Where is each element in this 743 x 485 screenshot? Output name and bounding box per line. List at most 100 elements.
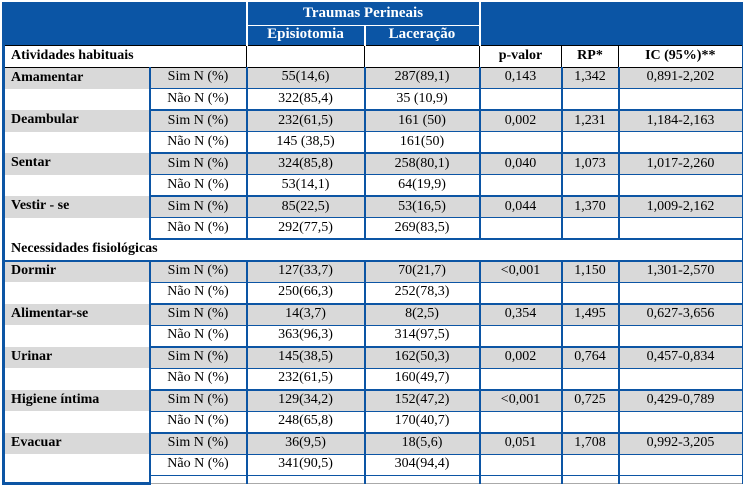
table-row: Higiene íntima Sim N (%) 129(34,2) 152(4… [3, 389, 743, 412]
empty-cell [617, 368, 743, 391]
response-type-cell: Não N (%) [148, 325, 247, 348]
episiotomia-value-cell: 250(66,3) [245, 282, 365, 305]
empty-cell [478, 88, 562, 111]
table-bottom-stub-cell [478, 475, 562, 484]
laceracao-value-cell: 152(47,2) [363, 389, 480, 412]
laceracao-value-cell: 258(80,1) [363, 153, 480, 175]
activity-label-empty-cell [3, 325, 150, 347]
response-type-cell: Sim N (%) [148, 260, 247, 283]
rp-value-cell: 1,342 [560, 67, 619, 89]
episiotomia-column-header: Episiotomia [245, 25, 366, 45]
section-header-necessidades: Necessidades fisiológicas [3, 239, 743, 262]
episiotomia-value-cell: 292(77,5) [245, 217, 365, 240]
episiotomia-value-cell: 14(3,7) [245, 303, 365, 326]
empty-cell [560, 217, 619, 240]
table-bottom-stub-cell [363, 475, 480, 484]
laceracao-value-cell: 287(89,1) [363, 67, 480, 89]
ic-value-cell: 1,301-2,570 [617, 260, 743, 283]
ic-value-cell: 1,184-2,163 [617, 110, 743, 132]
pvalor-value-cell: <0,001 [478, 260, 562, 283]
empty-cell [560, 282, 619, 305]
pvalor-value-cell: 0,002 [478, 346, 562, 369]
episiotomia-value-cell: 36(9,5) [245, 432, 365, 455]
episiotomia-value-cell: 145(38,5) [245, 346, 365, 369]
episiotomia-value-cell: 127(33,7) [245, 260, 365, 283]
table-bottom-stub-cell [617, 475, 743, 484]
empty-cell [617, 325, 743, 348]
empty-cell [478, 217, 562, 240]
laceracao-value-cell: 161 (50) [363, 110, 480, 132]
laceracao-value-cell: 252(78,3) [363, 282, 480, 305]
rp-column-header: RP* [561, 44, 619, 68]
laceracao-value-cell: 162(50,3) [363, 346, 480, 369]
table-row: Vestir - se Sim N (%) 85(22,5) 53(16,5) … [3, 196, 743, 218]
table-row: Não N (%) 292(77,5) 269(83,5) [3, 217, 743, 240]
response-type-cell: Não N (%) [148, 217, 247, 240]
episiotomia-value-cell: 232(61,5) [245, 110, 365, 132]
ic-value-cell: 0,429-0,789 [617, 389, 743, 412]
rp-value-cell: 1,231 [560, 110, 619, 132]
rp-value-cell: 1,370 [560, 196, 619, 218]
activity-label-empty-cell [3, 131, 150, 153]
rp-value-cell: 1,708 [560, 432, 619, 455]
table-row: Sentar Sim N (%) 324(85,8) 258(80,1) 0,0… [3, 153, 743, 175]
activity-label-empty-cell [3, 217, 150, 239]
episiotomia-value-cell: 248(65,8) [245, 411, 365, 434]
table-row: Não N (%) 248(65,8) 170(40,7) [3, 411, 743, 434]
response-type-cell: Sim N (%) [148, 110, 247, 132]
traumas-perineais-header: Traumas Perineais [245, 3, 481, 26]
section-header-atividades: Atividades habituais [3, 44, 247, 68]
empty-cell [617, 454, 743, 476]
response-type-cell: Sim N (%) [148, 153, 247, 175]
table-row: Dormir Sim N (%) 127(33,7) 70(21,7) <0,0… [3, 260, 743, 283]
activity-label-cell: Alimentar-se [3, 303, 150, 325]
laceracao-value-cell: 64(19,9) [363, 174, 480, 197]
table-row: Alimentar-se Sim N (%) 14(3,7) 8(2,5) 0,… [3, 303, 743, 326]
pvalor-column-header: p-valor [479, 44, 562, 68]
empty-cell [478, 368, 562, 391]
table-row: Urinar Sim N (%) 145(38,5) 162(50,3) 0,0… [3, 346, 743, 369]
laceracao-value-cell: 8(2,5) [363, 303, 480, 326]
table-row: Deambular Sim N (%) 232(61,5) 161 (50) 0… [3, 110, 743, 132]
response-type-cell: Não N (%) [148, 282, 247, 305]
section-header-row: Necessidades fisiológicas [3, 239, 743, 262]
pvalor-value-cell: 0,040 [478, 153, 562, 175]
empty-cell [478, 131, 562, 154]
episiotomia-value-cell: 363(96,3) [245, 325, 365, 348]
response-type-cell: Não N (%) [148, 174, 247, 197]
response-type-cell: Sim N (%) [148, 196, 247, 218]
activity-label-empty-cell [3, 282, 150, 304]
table-row: Não N (%) 341(90,5) 304(94,4) [3, 454, 743, 476]
table-row: Não N (%) 53(14,1) 64(19,9) [3, 174, 743, 197]
empty-cell [560, 411, 619, 434]
empty-cell [560, 368, 619, 391]
response-type-cell: Não N (%) [148, 131, 247, 154]
activity-label-cell: Sentar [3, 153, 150, 175]
activity-label-cell: Deambular [3, 110, 150, 132]
rp-value-cell: 1,495 [560, 303, 619, 326]
laceracao-value-cell: 53(16,5) [363, 196, 480, 218]
episiotomia-value-cell: 53(14,1) [245, 174, 365, 197]
empty-cell [478, 325, 562, 348]
pvalor-value-cell: 0,002 [478, 110, 562, 132]
empty-cell [617, 88, 743, 111]
table-bottom-stub-row [3, 475, 743, 485]
activity-label-cell: Higiene íntima [3, 389, 150, 411]
pvalor-value-cell: <0,001 [478, 389, 562, 412]
pvalor-value-cell: 0,143 [478, 67, 562, 89]
table-bottom-stub-cell [560, 475, 619, 484]
episiotomia-value-cell: 324(85,8) [245, 153, 365, 175]
activity-label-cell: Dormir [3, 260, 150, 282]
activity-label-empty-cell [3, 88, 150, 110]
ic-value-cell: 1,009-2,162 [617, 196, 743, 218]
pvalor-value-cell: 0,044 [478, 196, 562, 218]
pvalor-value-cell: 0,354 [478, 303, 562, 326]
activity-label-empty-cell [3, 411, 150, 433]
activity-label-empty-cell [3, 454, 150, 476]
response-type-cell: Não N (%) [148, 411, 247, 434]
header-spacer-left [3, 3, 247, 45]
activity-label-cell: Amamentar [3, 67, 150, 89]
empty-cell [617, 282, 743, 305]
